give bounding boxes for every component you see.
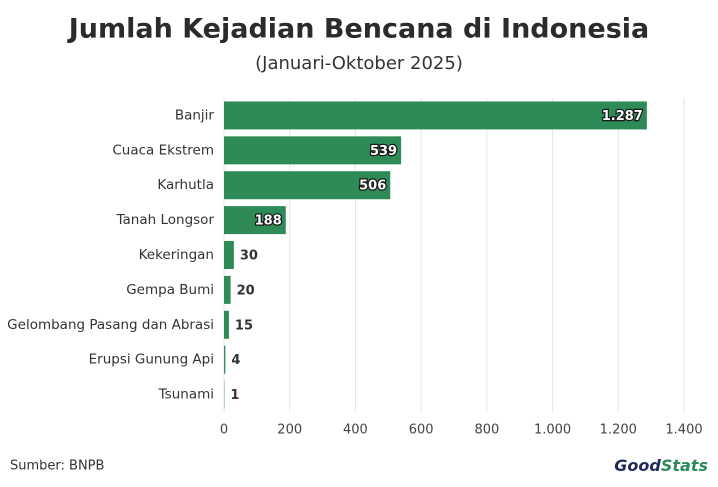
y-tick-label: Erupsi Gunung Api (89, 352, 214, 368)
x-tick-label: 800 (474, 423, 499, 438)
y-tick-label: Karhutla (157, 177, 214, 193)
x-tick-label: 1.000 (534, 423, 571, 438)
bar (224, 206, 286, 235)
bar (224, 171, 391, 200)
x-tick-label: 400 (343, 423, 368, 438)
logo-part: Good (614, 456, 661, 475)
value-label: 1 (230, 388, 239, 403)
bar (224, 310, 229, 339)
y-tick-label: Cuaca Ekstrem (112, 142, 214, 158)
y-tick-label: Gelombang Pasang dan Abrasi (7, 317, 214, 333)
x-tick-label: 0 (220, 423, 228, 438)
y-tick-label: Kekeringan (139, 247, 214, 263)
y-tick-label: Tsunami (158, 387, 214, 403)
y-tick-label: Gempa Bumi (126, 282, 214, 298)
bar (224, 101, 647, 130)
source: Sumber: BNPB (10, 459, 104, 474)
bar (224, 241, 234, 269)
x-tick-label: 1.400 (665, 423, 702, 438)
x-tick-label: 1.200 (600, 423, 637, 438)
value-label: 30 (240, 249, 258, 264)
value-label: 506 (359, 179, 386, 194)
value-label: 4 (231, 353, 240, 368)
y-tick-label: Tanah Longsor (116, 212, 215, 228)
bar (224, 136, 402, 165)
chart-title: Jumlah Kejadian Bencana di Indonesia (67, 14, 650, 45)
value-label: 1.287 (602, 109, 643, 124)
bar (224, 275, 231, 304)
x-tick-label: 200 (277, 423, 302, 438)
chart-subtitle: (Januari-Oktober 2025) (255, 53, 463, 74)
logo: GoodStats (614, 456, 708, 475)
x-tick-label: 600 (409, 423, 434, 438)
value-label: 539 (370, 144, 397, 159)
y-tick-label: Banjir (175, 107, 215, 123)
bar (224, 345, 226, 374)
value-label: 15 (235, 318, 253, 333)
value-label: 188 (255, 214, 282, 229)
logo-part: Stats (661, 456, 708, 475)
value-label: 20 (237, 283, 255, 298)
